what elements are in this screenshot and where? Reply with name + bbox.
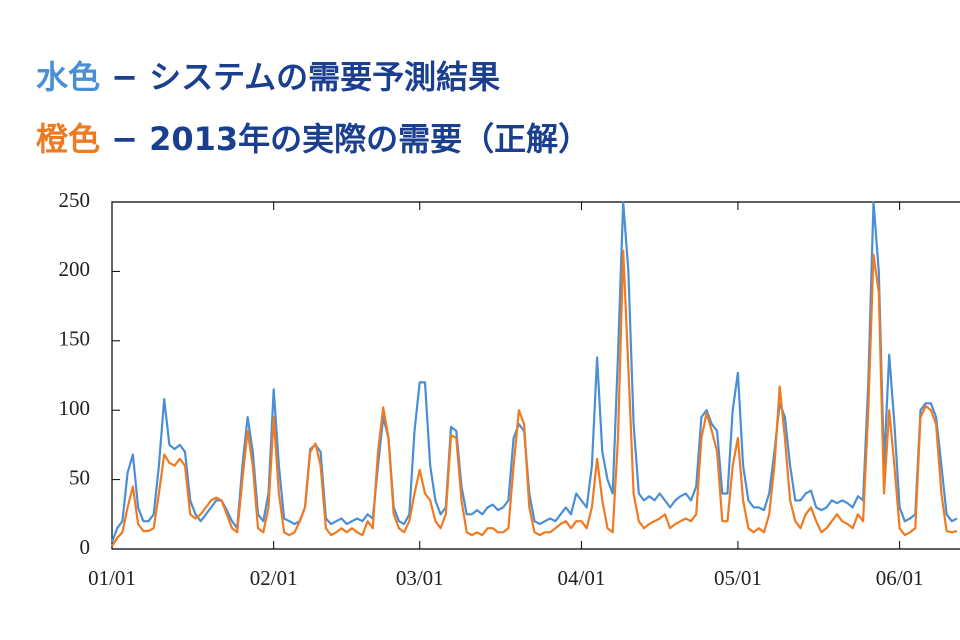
- legend-line: 水色 − システムの需要予測結果: [36, 52, 500, 98]
- series-line: [111, 249, 958, 547]
- series-description: − 2013年の実際の需要（正解）: [111, 120, 591, 158]
- x-tick-label: 02/01: [250, 566, 298, 590]
- series-name: 水色: [36, 58, 101, 96]
- x-tick-label: 05/01: [714, 566, 762, 590]
- y-tick-label: 0: [80, 535, 91, 559]
- series-name: 橙色: [36, 120, 101, 158]
- legend-line: 橙色 − 2013年の実際の需要（正解）: [36, 114, 590, 160]
- series-description: − システムの需要予測結果: [111, 58, 501, 96]
- y-tick-label: 250: [59, 188, 91, 212]
- y-tick-label: 50: [69, 465, 90, 489]
- y-tick-label: 200: [59, 257, 91, 281]
- series-line: [110, 200, 958, 543]
- y-tick-label: 150: [59, 327, 91, 351]
- x-tick-label: 06/01: [876, 566, 924, 590]
- y-tick-label: 100: [59, 396, 91, 420]
- x-tick-label: 01/01: [88, 566, 136, 590]
- x-tick-label: 04/01: [558, 566, 606, 590]
- x-tick-label: 03/01: [396, 566, 444, 590]
- plot-frame: [111, 201, 960, 550]
